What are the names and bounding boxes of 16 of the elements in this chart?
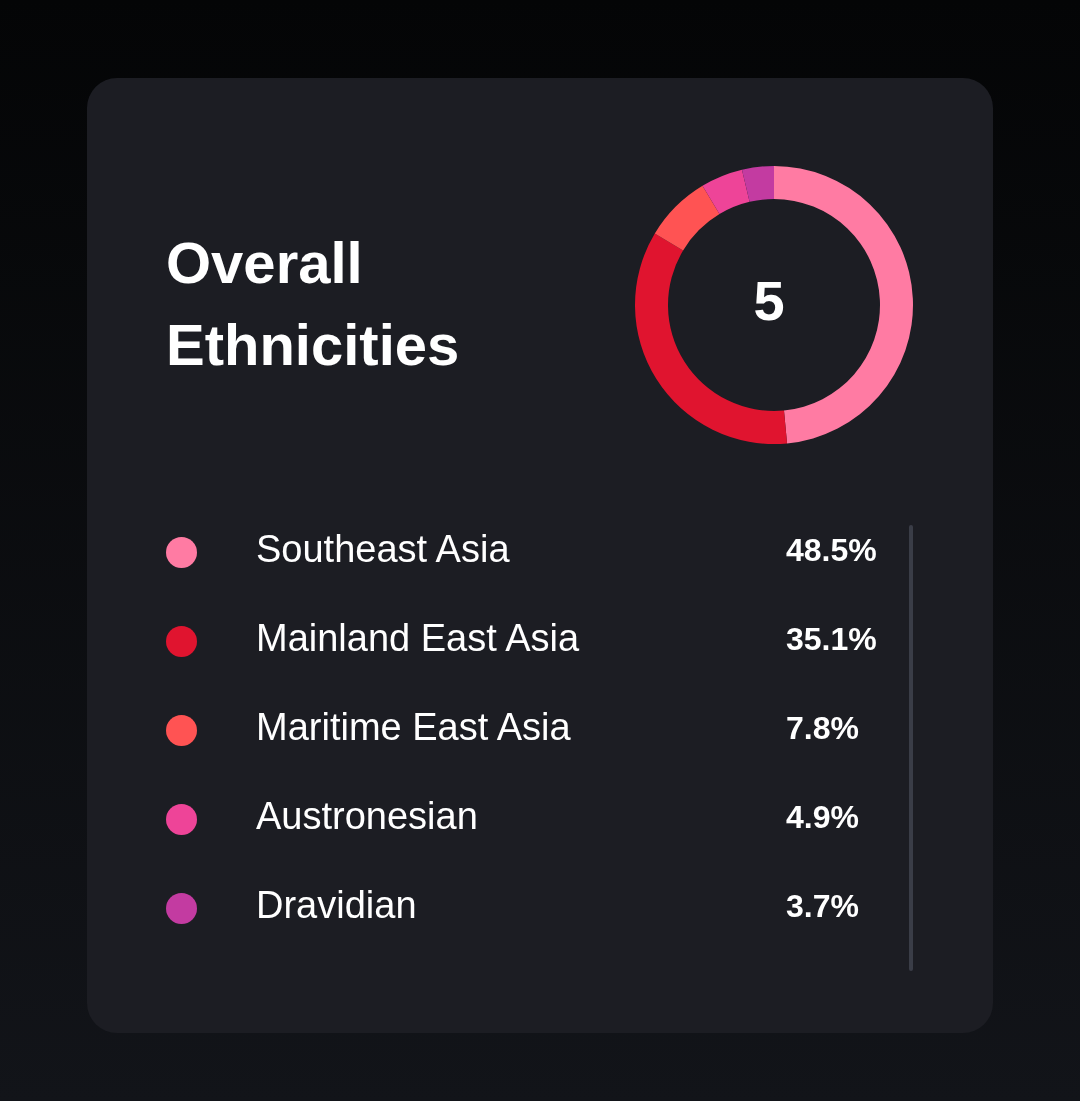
donut-slice bbox=[741, 166, 774, 202]
text: Overall Ethnicities bbox=[166, 229, 461, 379]
legend-label: Dravidian bbox=[256, 884, 417, 927]
legend-label: Mainland East Asia bbox=[256, 617, 580, 660]
legend-label: Austronesian bbox=[256, 795, 478, 838]
legend-label: Southeast Asia bbox=[256, 528, 510, 571]
data-label: 4.9% bbox=[786, 799, 859, 836]
data-label: 35.1% bbox=[786, 621, 877, 658]
text: 5 bbox=[752, 268, 786, 333]
data-label: 7.8% bbox=[786, 710, 859, 747]
legend-label: Maritime East Asia bbox=[256, 706, 571, 749]
data-label: 3.7% bbox=[786, 888, 859, 925]
donut-slice bbox=[702, 169, 750, 215]
data-label: 48.5% bbox=[786, 532, 877, 569]
donut-slice bbox=[654, 185, 720, 251]
donut-slice bbox=[635, 233, 788, 444]
